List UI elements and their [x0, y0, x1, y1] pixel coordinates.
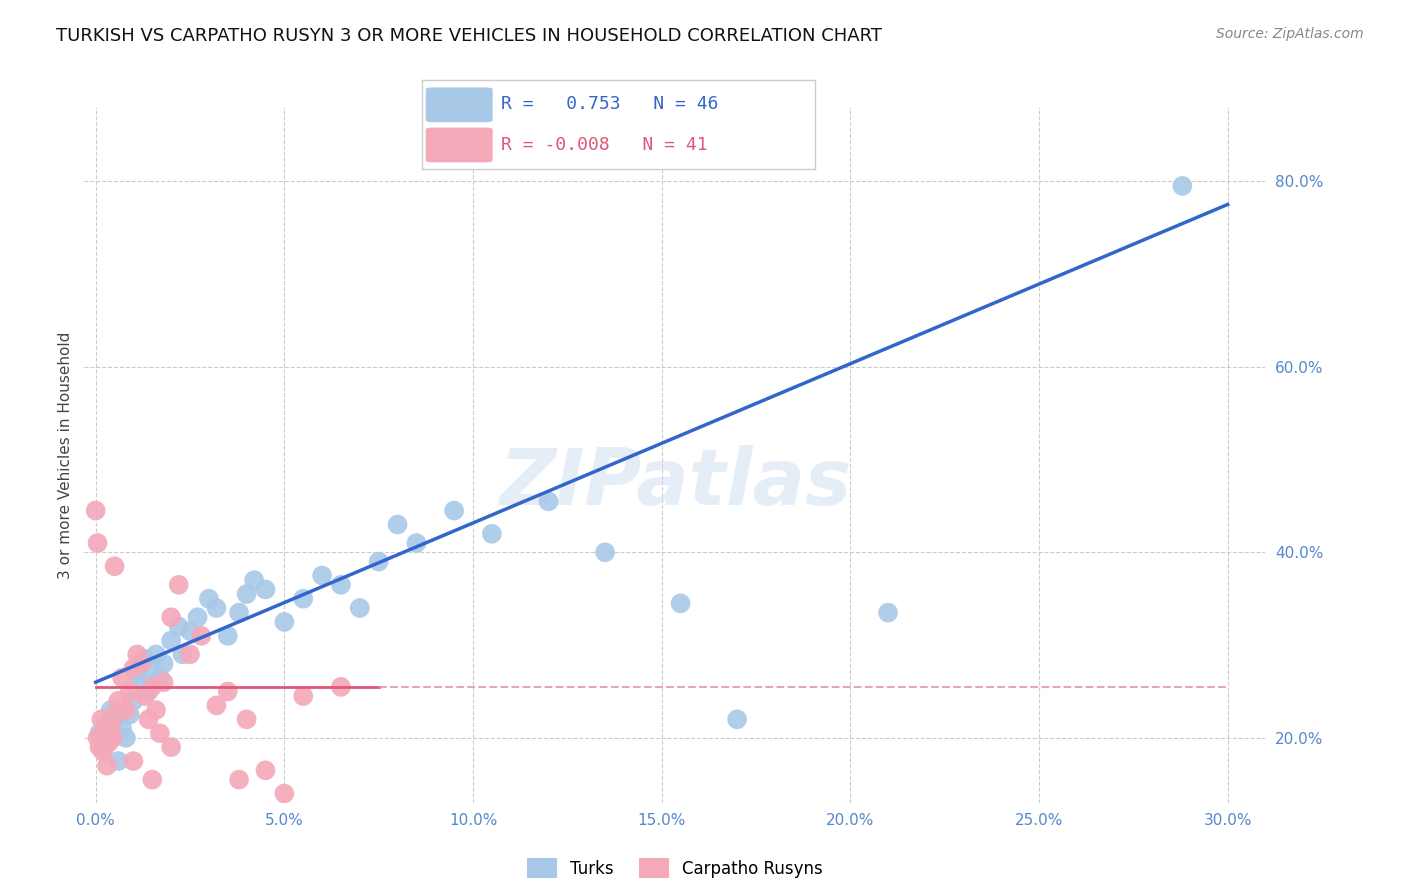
Text: TURKISH VS CARPATHO RUSYN 3 OR MORE VEHICLES IN HOUSEHOLD CORRELATION CHART: TURKISH VS CARPATHO RUSYN 3 OR MORE VEHI… — [56, 27, 882, 45]
Point — [84, 503, 107, 517]
Point — [103, 712, 125, 726]
Point — [152, 657, 174, 671]
Legend: Turks, Carpatho Rusyns: Turks, Carpatho Rusyns — [520, 851, 830, 885]
FancyBboxPatch shape — [426, 87, 492, 122]
Point — [228, 772, 250, 787]
Y-axis label: 3 or more Vehicles in Household: 3 or more Vehicles in Household — [58, 331, 73, 579]
Point — [877, 606, 900, 620]
Point — [179, 624, 201, 639]
Point — [172, 648, 194, 662]
Point — [387, 517, 409, 532]
Point — [103, 559, 125, 574]
Point — [160, 610, 183, 624]
Point — [669, 596, 692, 610]
Point — [254, 582, 277, 597]
Point — [292, 689, 315, 703]
Text: ZIPatlas: ZIPatlas — [499, 445, 851, 521]
Point — [89, 740, 111, 755]
Point — [243, 573, 266, 587]
Point — [205, 601, 228, 615]
Point — [138, 684, 160, 698]
Point — [107, 694, 129, 708]
Point — [86, 731, 108, 745]
Text: R =   0.753   N = 46: R = 0.753 N = 46 — [501, 95, 718, 113]
Point — [349, 601, 371, 615]
Point — [228, 606, 250, 620]
Point — [122, 694, 145, 708]
Point — [160, 740, 183, 755]
Point — [329, 578, 352, 592]
Point — [115, 703, 138, 717]
Point — [118, 707, 141, 722]
Point — [149, 671, 172, 685]
Point — [129, 675, 152, 690]
Point — [107, 754, 129, 768]
Point — [273, 615, 295, 629]
Point — [100, 703, 122, 717]
Point — [179, 648, 201, 662]
Point — [160, 633, 183, 648]
Point — [122, 661, 145, 675]
Point — [91, 740, 114, 755]
Point — [167, 578, 190, 592]
Point — [190, 629, 212, 643]
Point — [537, 494, 560, 508]
Point — [311, 568, 333, 582]
Point — [254, 764, 277, 778]
Point — [118, 684, 141, 698]
Point — [138, 712, 160, 726]
Point — [134, 689, 156, 703]
Point — [111, 671, 134, 685]
Point — [725, 712, 748, 726]
Point — [96, 717, 118, 731]
Point — [94, 722, 117, 736]
Point — [273, 787, 295, 801]
Point — [235, 587, 257, 601]
Point — [443, 503, 465, 517]
Point — [141, 661, 163, 675]
Point — [86, 536, 108, 550]
Point — [103, 707, 125, 722]
Point — [97, 735, 120, 749]
Point — [481, 526, 503, 541]
Point — [100, 722, 122, 736]
Point — [90, 712, 112, 726]
Point — [149, 726, 172, 740]
Point — [115, 731, 138, 745]
Point — [217, 684, 239, 698]
Text: R = -0.008   N = 41: R = -0.008 N = 41 — [501, 136, 707, 153]
Point — [367, 555, 389, 569]
Point — [217, 629, 239, 643]
Point — [1171, 178, 1194, 193]
Point — [127, 665, 149, 680]
Point — [129, 657, 152, 671]
Point — [134, 652, 156, 666]
Point — [205, 698, 228, 713]
Point — [96, 758, 118, 772]
Point — [127, 648, 149, 662]
Point — [198, 591, 221, 606]
Point — [235, 712, 257, 726]
Point — [141, 772, 163, 787]
Point — [152, 675, 174, 690]
Point — [122, 754, 145, 768]
Point — [329, 680, 352, 694]
Point — [292, 591, 315, 606]
Point — [91, 745, 114, 759]
Point — [593, 545, 616, 559]
Text: Source: ZipAtlas.com: Source: ZipAtlas.com — [1216, 27, 1364, 41]
Point — [101, 731, 124, 745]
Point — [167, 619, 190, 633]
Point — [145, 648, 167, 662]
Point — [141, 680, 163, 694]
Point — [145, 703, 167, 717]
Point — [89, 726, 111, 740]
Point — [405, 536, 427, 550]
Point — [111, 722, 134, 736]
Point — [187, 610, 209, 624]
FancyBboxPatch shape — [426, 128, 492, 162]
